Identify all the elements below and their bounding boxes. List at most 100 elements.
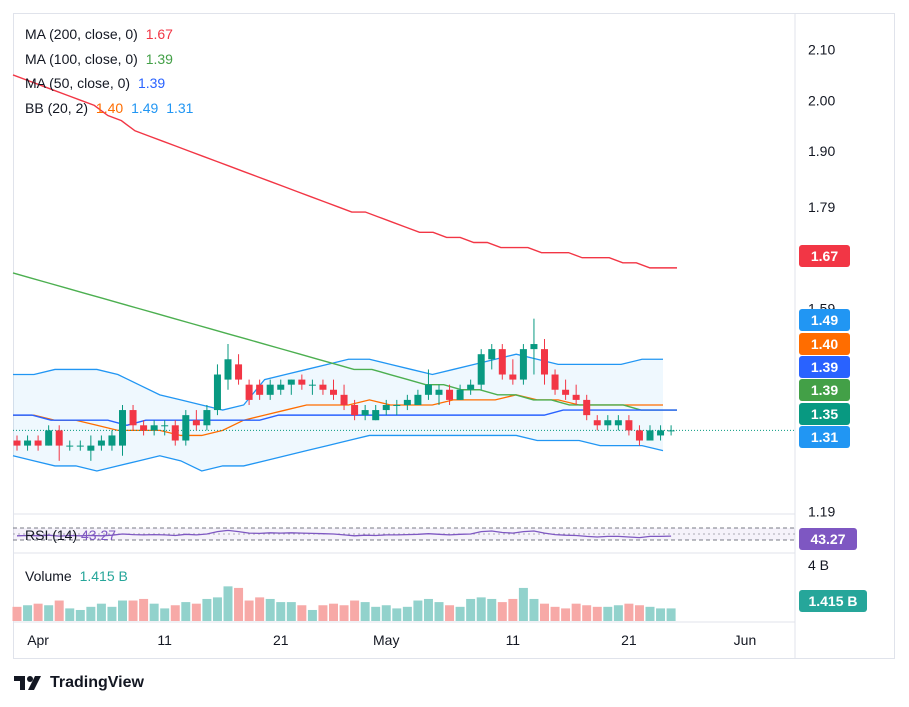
time-axis-tick: 11: [506, 632, 521, 648]
candle: [646, 425, 654, 441]
bb-fill: [13, 354, 663, 471]
volume-bar: [540, 603, 549, 621]
candle: [140, 420, 148, 436]
ma100-line: [12, 272, 677, 411]
time-axis-tick: Jun: [734, 632, 757, 648]
volume-bar: [666, 608, 676, 621]
candle-body: [330, 389, 337, 395]
candle: [625, 415, 633, 436]
price-axis-tick: 1.90: [808, 143, 835, 159]
legend-bb-upper: 1.49: [131, 100, 159, 116]
candle-body: [224, 359, 232, 380]
volume-bar: [318, 605, 328, 621]
candle-body: [140, 425, 148, 431]
candle: [34, 435, 42, 451]
volume-bar: [33, 603, 43, 621]
candle: [509, 359, 517, 385]
candle-body: [477, 354, 485, 385]
volume-bar: [265, 598, 275, 621]
candle: [657, 425, 665, 441]
candle: [498, 344, 506, 380]
time-axis-tick: 21: [621, 632, 637, 648]
candle-body: [446, 389, 454, 400]
legend-ma200[interactable]: MA (200, close, 0) 1.67: [25, 25, 177, 43]
legend-bb-name: BB (20, 2): [25, 100, 89, 116]
volume-bar: [118, 600, 127, 621]
volume-name: Volume: [25, 568, 72, 584]
volume-bar: [276, 602, 286, 621]
volume-bar: [571, 603, 581, 621]
price-axis-tick: 2.00: [808, 92, 835, 108]
candle: [530, 318, 538, 375]
candle: [456, 384, 464, 400]
candle: [24, 435, 32, 451]
volume-bar: [582, 605, 592, 621]
tradingview-logo-icon: [14, 676, 41, 690]
candle: [635, 425, 643, 446]
candle-body: [287, 379, 295, 385]
volume-bar: [381, 605, 391, 621]
volume-legend[interactable]: Volume 1.415 B: [25, 568, 128, 584]
volume-bar: [212, 597, 222, 621]
candle-body: [34, 440, 42, 446]
price-tag: 1.39: [799, 379, 850, 401]
tradingview-logo[interactable]: TradingView: [14, 674, 144, 692]
legend-ma50-value: 1.39: [137, 75, 166, 91]
candle-body: [245, 384, 253, 400]
volume-bar: [402, 606, 412, 621]
candle: [351, 399, 359, 421]
volume-bar: [128, 600, 138, 621]
volume-bar: [624, 603, 634, 621]
legend-ma100-name: MA (100, close, 0): [25, 51, 138, 67]
volume-bar: [518, 587, 528, 621]
volume-bar: [170, 605, 180, 621]
candle-body: [213, 374, 221, 411]
candle: [382, 399, 390, 416]
volume-bar: [529, 598, 539, 621]
candle: [108, 430, 116, 451]
candle-body: [572, 394, 580, 400]
candle: [424, 369, 432, 400]
legend-ma50[interactable]: MA (50, close, 0) 1.39: [25, 74, 169, 92]
candle-body: [340, 394, 348, 405]
candle: [235, 354, 243, 385]
candle-body: [235, 364, 243, 380]
price-tag: 1.35: [799, 403, 850, 425]
rsi-legend[interactable]: RSI (14) 43.27: [25, 527, 116, 543]
candle-body: [530, 344, 538, 350]
volume-bar: [413, 600, 423, 621]
candle-body: [351, 404, 359, 416]
legend-ma100[interactable]: MA (100, close, 0) 1.39: [25, 50, 177, 68]
volume-bar: [645, 606, 655, 621]
volume-bar: [371, 606, 381, 621]
volume-bar: [202, 598, 212, 621]
candle: [224, 344, 232, 390]
volume-bar: [561, 608, 571, 621]
legend-ma100-value: 1.39: [145, 51, 173, 67]
volume-bar: [160, 608, 170, 621]
candle-body: [657, 430, 665, 436]
candle: [182, 410, 190, 446]
candle-body: [108, 435, 116, 446]
volume-bar: [75, 609, 85, 621]
candle-body: [498, 349, 506, 375]
candle: [298, 374, 306, 390]
candle-body: [319, 384, 327, 390]
volume-bar: [149, 603, 159, 621]
candle: [583, 394, 591, 421]
candle-body: [424, 384, 432, 395]
candle-body: [298, 379, 306, 385]
legend-bb[interactable]: BB (20, 2) 1.40 1.49 1.31: [25, 99, 197, 117]
volume-bar: [550, 606, 560, 621]
volume-bar: [350, 600, 360, 621]
candle: [45, 425, 53, 446]
candle-body: [24, 440, 32, 446]
candle-body: [614, 420, 622, 426]
bb-upper-line: [13, 353, 663, 411]
tradingview-logo-text: TradingView: [50, 674, 144, 691]
candle-body: [562, 389, 570, 395]
candle-body: [667, 430, 675, 432]
volume-bar: [181, 602, 191, 621]
volume-bar: [234, 587, 244, 621]
